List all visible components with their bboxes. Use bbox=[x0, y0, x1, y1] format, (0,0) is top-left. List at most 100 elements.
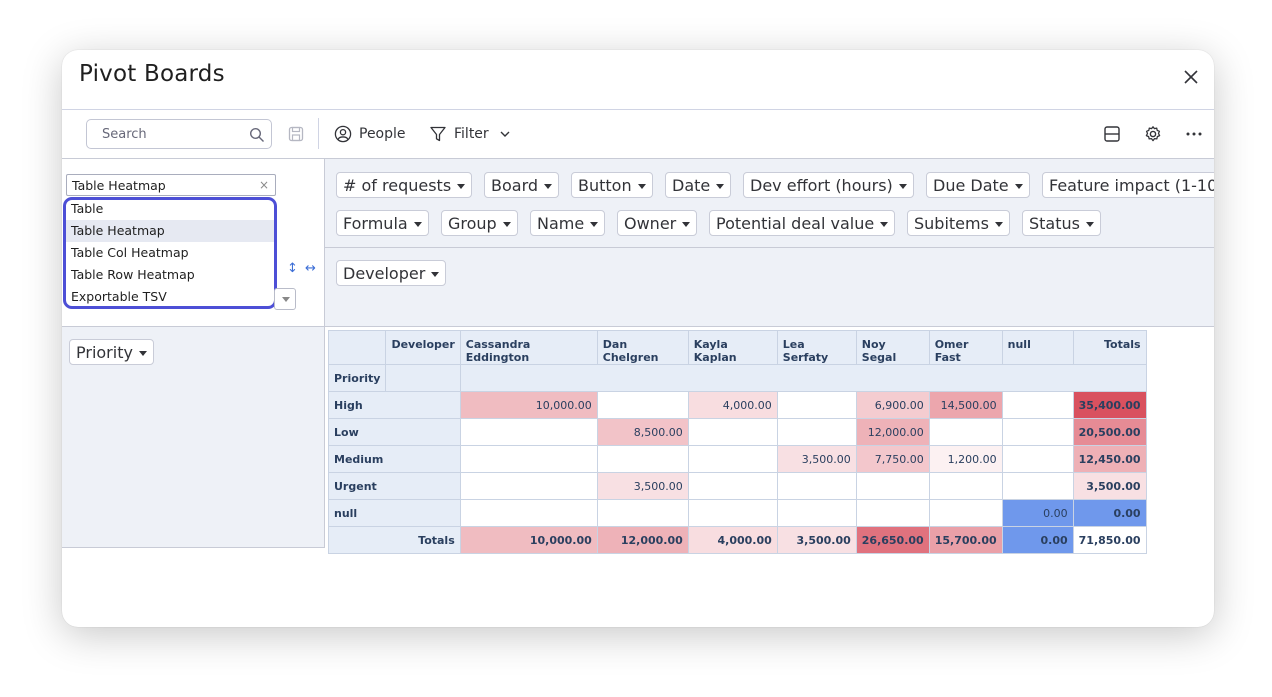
value-cell bbox=[459, 418, 598, 446]
attribute-pill[interactable]: Name bbox=[530, 210, 606, 236]
value-cell bbox=[687, 418, 778, 446]
value-cell bbox=[1001, 391, 1074, 419]
caret-down-icon bbox=[1014, 183, 1023, 189]
attribute-pill[interactable]: Subitems bbox=[907, 210, 1010, 236]
corner-cell bbox=[327, 330, 387, 365]
value-cell bbox=[855, 472, 930, 500]
value-cell bbox=[855, 499, 930, 527]
col-attr-header: Developer bbox=[385, 330, 461, 365]
value-cell bbox=[928, 418, 1003, 446]
value-cell bbox=[459, 499, 598, 527]
attribute-pill[interactable]: Due Date bbox=[926, 172, 1030, 198]
caret-down-icon bbox=[716, 183, 725, 189]
aggregator-select[interactable] bbox=[274, 288, 296, 310]
toolbar-separator bbox=[318, 118, 319, 149]
clear-icon[interactable]: × bbox=[258, 178, 269, 192]
toolbar: Search People bbox=[62, 110, 1214, 158]
filter-icon bbox=[430, 126, 446, 142]
caret-down-icon bbox=[413, 221, 422, 227]
value-cell bbox=[596, 391, 689, 419]
row-sort-icon[interactable]: ↕ bbox=[287, 261, 298, 276]
value-cell: 0.00 bbox=[1001, 499, 1074, 527]
gear-icon[interactable] bbox=[1144, 125, 1162, 143]
caret-down-icon bbox=[457, 183, 466, 189]
row-label: Medium bbox=[328, 445, 461, 473]
modal-title: Pivot Boards bbox=[79, 61, 225, 87]
attribute-pill[interactable]: Board bbox=[484, 172, 560, 198]
pane-divider-vertical bbox=[324, 159, 325, 547]
value-cell bbox=[776, 472, 857, 500]
value-cell bbox=[928, 472, 1003, 500]
value-cell bbox=[776, 418, 857, 446]
pivot-table: Developer Cassandra Eddington Dan Chelgren… bbox=[327, 330, 1147, 554]
renderer-option[interactable]: Table Heatmap bbox=[66, 220, 276, 242]
column-header: null bbox=[1001, 330, 1074, 365]
more-options-icon[interactable] bbox=[1185, 125, 1203, 143]
row-total-cell: 3,500.00 bbox=[1072, 472, 1147, 500]
attribute-pill[interactable]: Feature impact (1-10) bbox=[1042, 172, 1214, 198]
grand-total-cell: 71,850.00 bbox=[1072, 526, 1147, 554]
value-cell bbox=[687, 499, 778, 527]
attribute-pill[interactable]: # of requests bbox=[336, 172, 473, 198]
attribute-pill[interactable]: Potential deal value bbox=[709, 210, 896, 236]
value-cell: 6,900.00 bbox=[855, 391, 930, 419]
search-placeholder: Search bbox=[102, 127, 147, 142]
caret-down-icon bbox=[682, 221, 691, 227]
totals-header: Totals bbox=[1072, 330, 1147, 365]
renderer-select[interactable]: Table Heatmap × bbox=[66, 174, 276, 196]
renderer-option[interactable]: Table Col Heatmap bbox=[71, 245, 189, 260]
caret-down-icon bbox=[637, 183, 646, 189]
value-cell: 7,750.00 bbox=[855, 445, 930, 473]
col-total-cell: 15,700.00 bbox=[928, 526, 1003, 554]
value-cell bbox=[596, 445, 689, 473]
filter-button[interactable]: Filter bbox=[429, 118, 511, 150]
attribute-pill[interactable]: Dev effort (hours) bbox=[743, 172, 914, 198]
caret-down-icon bbox=[282, 297, 290, 302]
search-input[interactable]: Search bbox=[86, 119, 272, 149]
row-field-priority[interactable]: Priority bbox=[69, 339, 154, 365]
col-total-cell: 12,000.00 bbox=[596, 526, 689, 554]
attribute-pill[interactable]: Button bbox=[571, 172, 653, 198]
person-icon bbox=[334, 125, 352, 143]
attribute-pill[interactable]: Status bbox=[1022, 210, 1101, 236]
value-cell bbox=[776, 391, 857, 419]
col-field-developer[interactable]: Developer bbox=[336, 260, 447, 286]
attribute-pill[interactable]: Formula bbox=[336, 210, 429, 236]
renderer-option[interactable]: Exportable TSV bbox=[71, 289, 167, 304]
table-row: High 10,000.00 4,000.00 6,900.00 14,500.00 35… bbox=[328, 391, 1147, 419]
attribute-pill[interactable]: Owner bbox=[617, 210, 698, 236]
col-total-cell: 0.00 bbox=[1001, 526, 1074, 554]
layout-icon[interactable] bbox=[1103, 125, 1121, 143]
save-icon[interactable] bbox=[288, 126, 304, 142]
caret-down-icon bbox=[502, 221, 511, 227]
value-cell: 4,000.00 bbox=[687, 391, 778, 419]
close-icon[interactable] bbox=[1180, 66, 1202, 88]
attribute-pill[interactable]: Group bbox=[441, 210, 518, 236]
renderer-option[interactable]: Table bbox=[71, 201, 104, 216]
unused-attributes-area: # of requests Board Button Date Dev effort (… bbox=[325, 159, 1214, 247]
caret-down-icon bbox=[898, 183, 907, 189]
table-row: Urgent 3,500.00 3,500.00 bbox=[328, 472, 1147, 500]
row-attr-header: Priority bbox=[327, 364, 387, 392]
pane-divider bbox=[62, 326, 1214, 327]
chevron-down-icon bbox=[500, 131, 510, 137]
search-icon bbox=[249, 127, 264, 142]
col-sort-icon[interactable]: ↔ bbox=[305, 261, 316, 276]
renderer-option[interactable]: Table Row Heatmap bbox=[71, 267, 195, 282]
value-cell bbox=[459, 445, 598, 473]
value-cell bbox=[687, 472, 778, 500]
col-total-cell: 10,000.00 bbox=[459, 526, 598, 554]
caret-down-icon bbox=[880, 221, 889, 227]
column-header: Noy Segal bbox=[855, 330, 930, 365]
value-cell bbox=[1001, 418, 1074, 446]
attribute-pill[interactable]: Date bbox=[665, 172, 732, 198]
totals-row-label: Totals bbox=[328, 526, 461, 554]
column-header: Lea Serfaty bbox=[776, 330, 857, 365]
value-cell bbox=[596, 499, 689, 527]
header-spacer bbox=[459, 364, 1147, 392]
caret-down-icon bbox=[138, 350, 147, 356]
people-button[interactable]: People bbox=[334, 118, 406, 150]
pane-divider bbox=[62, 547, 325, 548]
filter-label: Filter bbox=[454, 126, 489, 142]
